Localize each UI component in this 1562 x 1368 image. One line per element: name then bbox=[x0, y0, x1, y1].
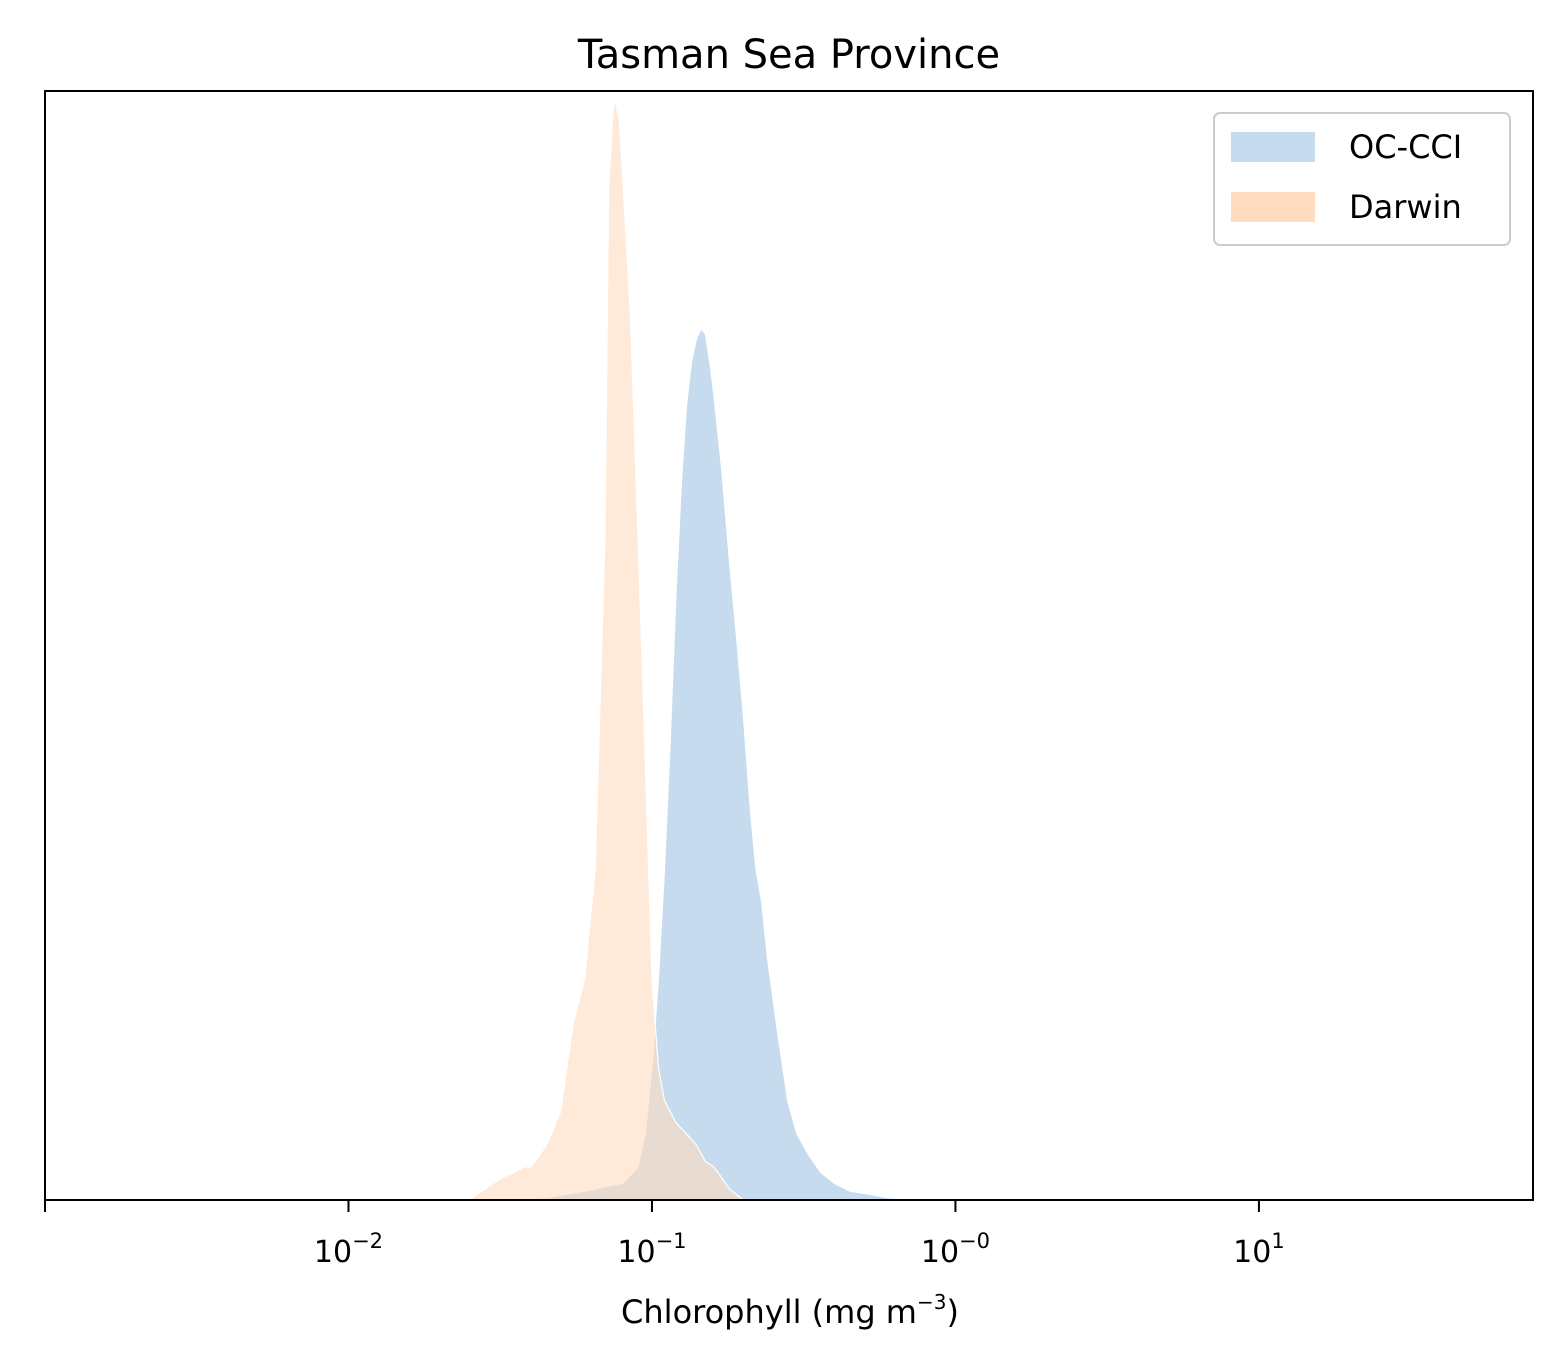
x-tick-label-0: 10−2 bbox=[314, 1229, 383, 1270]
series-layer bbox=[467, 96, 927, 1201]
x-tick-label-1: 10−1 bbox=[617, 1229, 686, 1270]
x-tick-label-2: 10−0 bbox=[921, 1229, 990, 1270]
x-axis-label-exponent: −3 bbox=[916, 1290, 947, 1314]
x-axis-ticks: 10−2 10−1 10−0 101 bbox=[44, 1200, 1285, 1270]
legend-label-oc-cci: OC-CCI bbox=[1349, 128, 1463, 166]
legend-swatch-oc-cci bbox=[1231, 132, 1315, 162]
x-tick-label-3: 101 bbox=[1233, 1229, 1285, 1270]
legend-label-darwin: Darwin bbox=[1349, 188, 1462, 226]
plot-frame bbox=[44, 90, 1534, 1201]
chart-title: Tasman Sea Province bbox=[577, 32, 1000, 78]
legend-swatch-darwin bbox=[1231, 192, 1315, 222]
series-area-darwin bbox=[467, 96, 746, 1201]
series-area-oc-cci bbox=[493, 327, 927, 1201]
x-axis-label: Chlorophyll (mg m−3) bbox=[621, 1290, 959, 1331]
legend: OC-CCI Darwin bbox=[1213, 112, 1511, 246]
